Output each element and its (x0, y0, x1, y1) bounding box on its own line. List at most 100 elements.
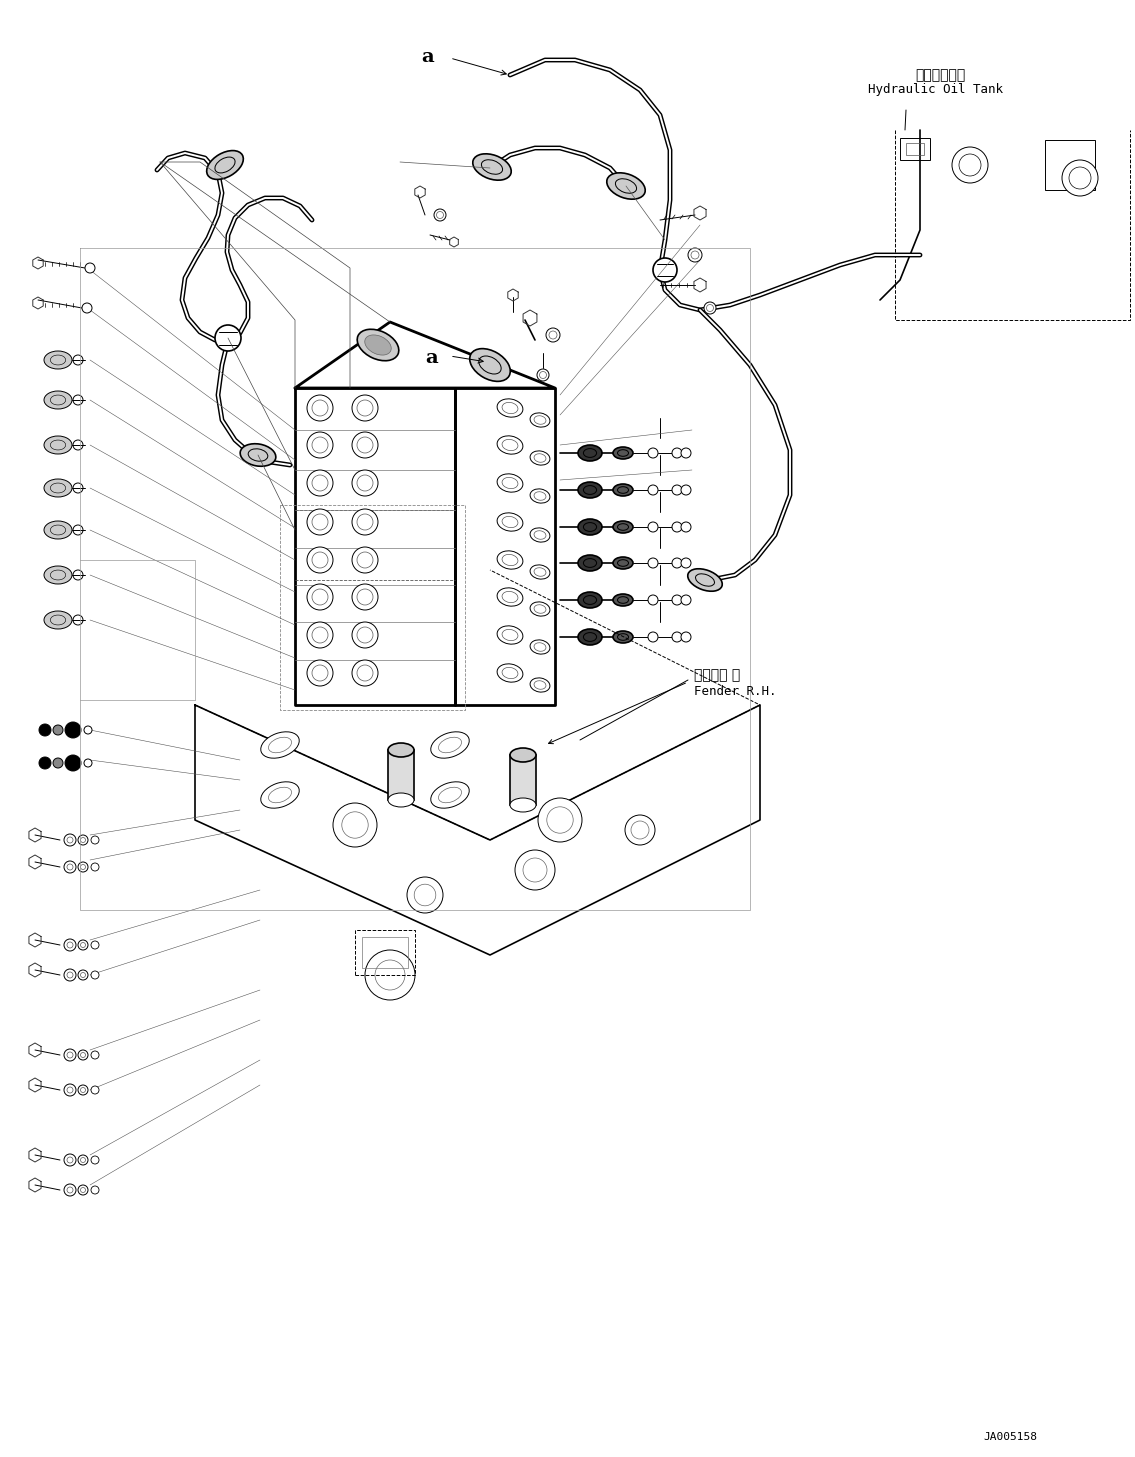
Circle shape (78, 1185, 89, 1195)
Ellipse shape (50, 356, 66, 364)
Ellipse shape (617, 559, 629, 567)
Ellipse shape (207, 150, 243, 179)
Ellipse shape (44, 610, 72, 629)
Bar (1045, 140, 1095, 189)
Circle shape (78, 1155, 89, 1166)
Ellipse shape (44, 351, 72, 369)
Circle shape (64, 833, 76, 847)
Ellipse shape (578, 444, 602, 460)
Circle shape (53, 726, 64, 734)
Ellipse shape (613, 447, 633, 459)
Ellipse shape (50, 615, 66, 625)
Circle shape (73, 356, 83, 366)
Circle shape (365, 950, 415, 1000)
Circle shape (67, 943, 73, 949)
Ellipse shape (613, 557, 633, 570)
Circle shape (81, 943, 85, 947)
Circle shape (706, 305, 714, 312)
Circle shape (73, 525, 83, 535)
Circle shape (672, 447, 682, 457)
Ellipse shape (613, 631, 633, 643)
Circle shape (352, 508, 378, 535)
Circle shape (648, 632, 658, 643)
Circle shape (73, 570, 83, 580)
Text: 作動油タンク: 作動油タンク (915, 68, 965, 82)
Circle shape (333, 803, 377, 847)
Circle shape (81, 1087, 85, 1093)
Bar (388, 750, 414, 800)
Circle shape (91, 941, 99, 949)
Ellipse shape (502, 516, 518, 527)
Bar (900, 138, 930, 160)
Text: JA005158: JA005158 (983, 1432, 1037, 1442)
Circle shape (691, 251, 699, 259)
Ellipse shape (497, 627, 523, 644)
Ellipse shape (269, 787, 292, 803)
Ellipse shape (261, 782, 300, 809)
Circle shape (67, 836, 73, 844)
Ellipse shape (215, 157, 235, 173)
Ellipse shape (530, 490, 550, 503)
Text: Fender R.H.: Fender R.H. (693, 685, 776, 698)
Ellipse shape (578, 555, 602, 571)
Circle shape (688, 248, 703, 262)
Text: Hydraulic Oil Tank: Hydraulic Oil Tank (867, 83, 1002, 96)
Circle shape (306, 622, 333, 648)
Ellipse shape (261, 731, 300, 758)
Text: フェンダ 右: フェンダ 右 (693, 667, 740, 682)
Ellipse shape (617, 450, 629, 456)
Ellipse shape (530, 450, 550, 465)
Ellipse shape (535, 680, 546, 689)
Ellipse shape (583, 485, 597, 494)
Circle shape (681, 594, 691, 605)
Circle shape (653, 258, 676, 283)
Ellipse shape (50, 570, 66, 580)
Ellipse shape (617, 634, 629, 640)
Circle shape (64, 1154, 76, 1166)
Ellipse shape (535, 491, 546, 500)
Circle shape (358, 437, 373, 453)
Ellipse shape (388, 793, 414, 807)
Circle shape (64, 1084, 76, 1096)
Circle shape (681, 485, 691, 495)
Circle shape (39, 758, 51, 769)
Circle shape (312, 552, 328, 568)
Circle shape (64, 1049, 76, 1061)
Circle shape (91, 863, 99, 871)
Circle shape (91, 1155, 99, 1164)
Circle shape (358, 401, 373, 417)
Ellipse shape (50, 525, 66, 535)
Ellipse shape (502, 478, 518, 488)
Circle shape (306, 508, 333, 535)
Circle shape (1062, 160, 1098, 197)
Circle shape (306, 471, 333, 495)
Ellipse shape (497, 436, 523, 455)
Ellipse shape (358, 329, 398, 361)
Ellipse shape (607, 173, 645, 200)
Circle shape (78, 970, 89, 981)
Ellipse shape (269, 737, 292, 753)
Bar (362, 937, 407, 967)
Circle shape (312, 475, 328, 491)
Circle shape (648, 594, 658, 605)
Circle shape (681, 558, 691, 568)
Circle shape (84, 759, 92, 766)
Ellipse shape (388, 743, 414, 758)
Circle shape (672, 522, 682, 532)
Ellipse shape (479, 356, 502, 374)
Circle shape (1069, 168, 1091, 189)
Circle shape (352, 546, 378, 573)
Bar (906, 143, 924, 154)
Circle shape (681, 632, 691, 643)
Ellipse shape (535, 568, 546, 577)
Ellipse shape (473, 154, 511, 181)
Ellipse shape (530, 527, 550, 542)
Circle shape (631, 820, 649, 839)
Ellipse shape (44, 390, 72, 409)
Circle shape (672, 485, 682, 495)
Circle shape (81, 1052, 85, 1058)
Ellipse shape (688, 568, 722, 592)
Circle shape (306, 431, 333, 457)
Ellipse shape (578, 592, 602, 608)
Ellipse shape (502, 592, 518, 603)
